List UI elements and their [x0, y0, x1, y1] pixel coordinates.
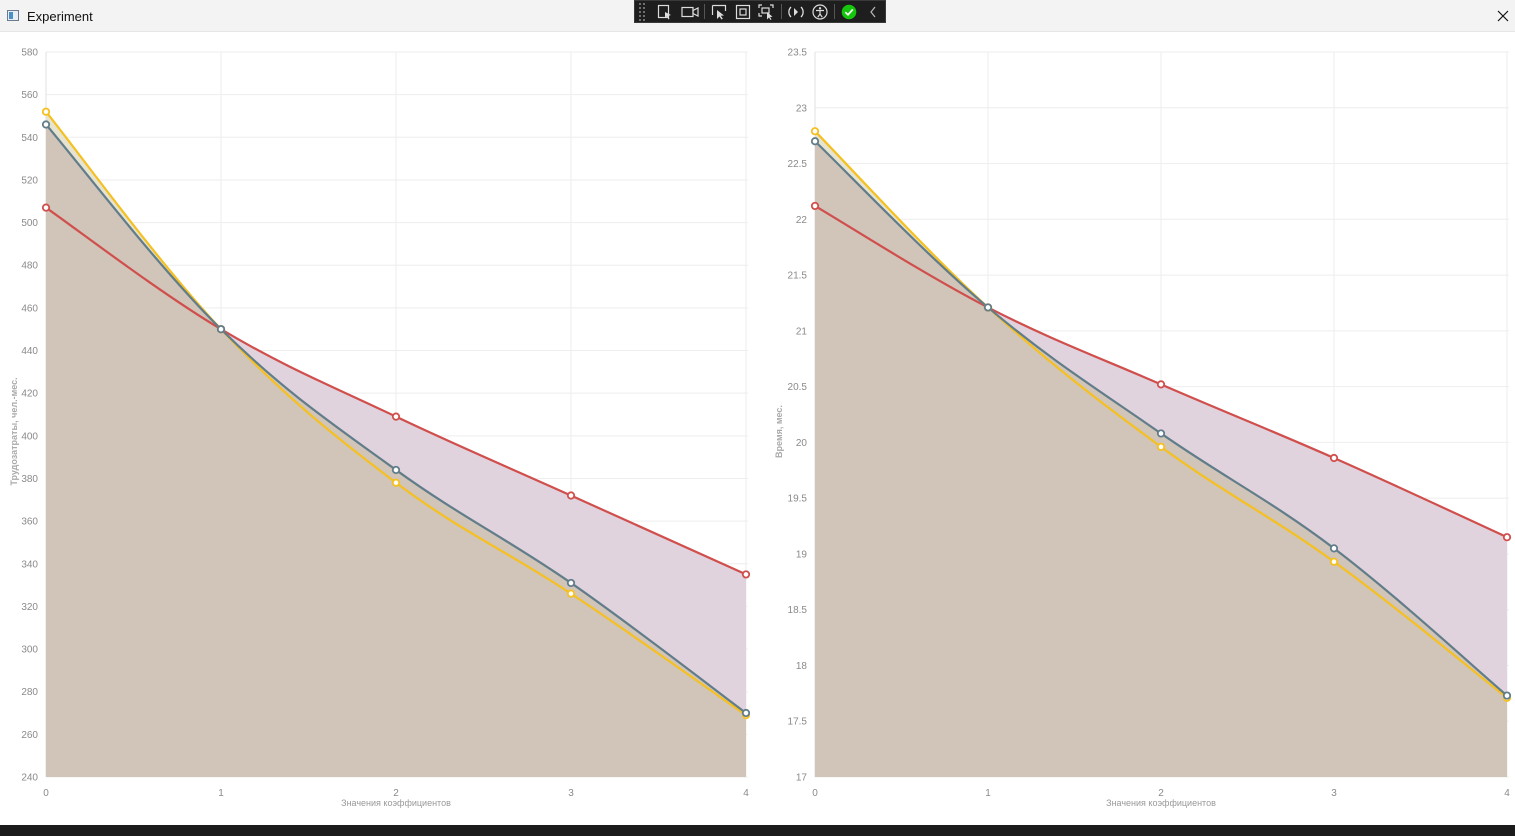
y-axis-title: Трудозатраты, чел.-мес.: [9, 377, 19, 485]
series-1-point: [41, 203, 51, 212]
series-3-point: [566, 578, 576, 588]
taskbar-strip: [0, 825, 1515, 836]
series-3-point: [216, 325, 226, 334]
toolbar-separator: [833, 4, 835, 19]
check-icon[interactable]: [837, 1, 861, 22]
series-3-point: [1156, 429, 1166, 438]
series-1-point: [741, 570, 751, 579]
close-icon: [1497, 10, 1509, 22]
series-3-area: [46, 124, 746, 777]
title-bar[interactable]: Experiment: [0, 0, 1515, 32]
y-tick-label: 19.5: [788, 494, 808, 505]
y-tick-label: 400: [21, 431, 38, 442]
select-element-icon[interactable]: [653, 1, 677, 22]
x-tick-label: 1: [218, 788, 224, 799]
y-tick-label: 460: [21, 303, 38, 314]
y-tick-label: 260: [21, 730, 38, 741]
y-tick-label: 23: [796, 103, 808, 114]
accessibility-icon[interactable]: [808, 1, 832, 22]
chart-2: 1717.51818.51919.52020.52121.52222.52323…: [774, 48, 1512, 808]
series-2-point: [41, 107, 51, 116]
x-tick-label: 4: [743, 788, 749, 799]
toolbar-separator: [780, 4, 782, 19]
y-tick-label: 18: [796, 661, 808, 672]
x-tick-label: 2: [393, 788, 399, 799]
chart-1: 2402602803003203403603804004204404604805…: [9, 48, 751, 808]
y-tick-label: 17: [796, 773, 808, 784]
x-tick-label: 3: [1331, 788, 1337, 799]
x-axis-title: Значения коэффициентов: [1106, 798, 1216, 808]
series-2-point: [810, 127, 820, 136]
y-tick-label: 21: [796, 326, 808, 337]
toolbar-grip-icon[interactable]: [638, 2, 646, 21]
video-record-icon[interactable]: [678, 1, 702, 22]
y-axis-title: Время, мес.: [774, 405, 784, 458]
series-1-point: [1502, 533, 1512, 542]
pointer-select-icon[interactable]: [707, 1, 731, 22]
series-3-point: [741, 708, 751, 718]
series-3-point: [1329, 544, 1339, 553]
series-1-point: [1156, 380, 1166, 389]
toolbar-separator: [703, 4, 705, 19]
x-tick-label: 3: [568, 788, 574, 799]
y-tick-label: 540: [21, 133, 38, 144]
y-tick-label: 380: [21, 474, 38, 485]
y-tick-label: 480: [21, 261, 38, 272]
y-tick-label: 500: [21, 218, 38, 229]
xaml-devtools-toolbar: [634, 0, 886, 23]
x-tick-label: 2: [1158, 788, 1164, 799]
series-3-point: [810, 137, 820, 146]
series-1-point: [391, 412, 401, 421]
series-3-point: [983, 303, 993, 312]
charts-canvas: 2402602803003203403603804004204404604805…: [9, 48, 1512, 808]
y-tick-label: 20.5: [788, 382, 808, 393]
collapse-chevron-icon[interactable]: [861, 1, 885, 22]
series-3-area: [815, 141, 1507, 777]
series-3-line: [45, 123, 747, 714]
y-tick-label: 300: [21, 645, 38, 656]
x-tick-label: 1: [985, 788, 991, 799]
y-tick-label: 21.5: [788, 271, 808, 282]
close-button[interactable]: [1469, 0, 1515, 32]
y-tick-label: 560: [21, 90, 38, 101]
x-tick-label: 0: [43, 788, 49, 799]
x-axis-title: Значения коэффициентов: [341, 798, 451, 808]
x-tick-label: 0: [812, 788, 818, 799]
y-tick-label: 240: [21, 773, 38, 784]
series-1-point: [1329, 453, 1339, 463]
window-app-icon: [7, 10, 19, 21]
y-tick-label: 22: [796, 215, 808, 226]
y-tick-label: 440: [21, 346, 38, 357]
y-tick-label: 18.5: [788, 605, 808, 616]
y-tick-label: 22.5: [788, 159, 808, 170]
pointer-track-icon[interactable]: [755, 1, 779, 22]
y-tick-label: 360: [21, 517, 38, 528]
y-tick-label: 580: [21, 48, 38, 59]
y-tick-label: 520: [21, 175, 38, 186]
series-1-point: [566, 491, 576, 500]
series-2-line: [45, 111, 747, 717]
y-tick-label: 17.5: [788, 717, 808, 728]
y-tick-label: 320: [21, 602, 38, 613]
y-tick-label: 420: [21, 389, 38, 400]
series-3-point: [41, 120, 51, 129]
series-1-point: [810, 201, 820, 211]
y-tick-label: 19: [796, 549, 808, 560]
series-3-point: [391, 465, 401, 475]
series-3-point: [1502, 691, 1512, 700]
y-tick-label: 280: [21, 687, 38, 698]
series-2-point: [1156, 442, 1166, 451]
window-title: Experiment: [27, 9, 93, 24]
y-tick-label: 23.5: [788, 48, 808, 59]
hot-reload-icon[interactable]: [784, 1, 808, 22]
series-2-point: [391, 478, 401, 487]
x-tick-label: 4: [1504, 788, 1510, 799]
y-tick-label: 20: [796, 438, 808, 449]
layout-bounds-icon[interactable]: [731, 1, 755, 22]
y-tick-label: 340: [21, 559, 38, 570]
series-2-point: [566, 589, 576, 598]
series-2-point: [1329, 557, 1339, 566]
